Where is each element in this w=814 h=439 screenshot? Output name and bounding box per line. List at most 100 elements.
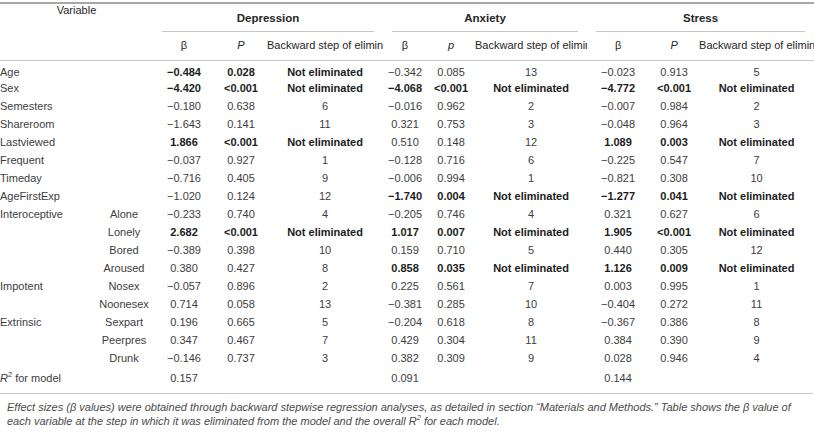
cell-dep-step: 2 [267, 277, 383, 295]
anxiety-step-header: Backward step of elimination [475, 32, 587, 61]
cell-str-p: 0.041 [649, 187, 699, 205]
footnote-text-1: Effect sizes (β values) were obtained th… [7, 401, 791, 427]
cell-anx-beta: −0.205 [383, 205, 427, 223]
cell-anx-step: Not eliminated [475, 187, 587, 205]
cell-dep-step: 1 [267, 151, 383, 169]
cell-str-step: Not eliminated [699, 79, 814, 97]
cell-str-step: 3 [699, 115, 814, 133]
cell-dep-step: 4 [267, 205, 383, 223]
empty-cell [699, 367, 814, 385]
cell-str-p: 0.308 [649, 169, 699, 187]
cell-anx-beta: 0.225 [383, 277, 427, 295]
cell-dep-p: 0.141 [215, 115, 267, 133]
cell-anx-step: Not eliminated [475, 259, 587, 277]
row-sublabel: Drunk [95, 349, 153, 367]
anxiety-group-label: Anxiety [392, 4, 578, 32]
cell-str-beta: 0.384 [587, 331, 649, 349]
r2-section: R2 for model 0.157 0.091 0.144 [0, 367, 814, 385]
row-sublabel [95, 133, 153, 151]
cell-str-p: 0.964 [649, 115, 699, 133]
table-row: Timeday−0.7160.4059−0.0060.9941−0.8210.3… [0, 169, 814, 187]
cell-str-p: 0.009 [649, 259, 699, 277]
cell-dep-p: 0.740 [215, 205, 267, 223]
cell-dep-beta: −0.180 [153, 97, 215, 115]
cell-str-p: <0.001 [649, 79, 699, 97]
cell-anx-p: 0.148 [427, 133, 475, 151]
cell-dep-p: <0.001 [215, 79, 267, 97]
cell-dep-beta: −0.037 [153, 151, 215, 169]
cell-dep-step: 11 [267, 115, 383, 133]
cell-dep-step: Not eliminated [267, 223, 383, 241]
cell-dep-beta: −0.389 [153, 241, 215, 259]
anxiety-beta-header: β [383, 32, 427, 61]
table-row: Lastviewed1.866<0.001Not eliminated0.510… [0, 133, 814, 151]
table-row: ImpotentNosex−0.0570.89620.2250.56170.00… [0, 277, 814, 295]
row-label [0, 295, 95, 313]
paper-table-page: Variable Depression Anxiety Stress β P B… [0, 0, 814, 439]
cell-str-beta: 0.321 [587, 205, 649, 223]
cell-dep-p: 0.124 [215, 187, 267, 205]
cell-dep-beta: −1.643 [153, 115, 215, 133]
cell-str-p: <0.001 [649, 223, 699, 241]
cell-anx-step: Not eliminated [475, 79, 587, 97]
cell-str-p: 0.003 [649, 133, 699, 151]
cell-str-beta: −0.225 [587, 151, 649, 169]
cell-anx-step: 3 [475, 115, 587, 133]
cell-dep-p: 0.896 [215, 277, 267, 295]
cell-dep-p: <0.001 [215, 223, 267, 241]
cell-anx-step: 13 [475, 61, 587, 79]
cell-dep-p: 0.467 [215, 331, 267, 349]
r2-anxiety-value: 0.091 [383, 367, 427, 385]
cell-dep-beta: −0.146 [153, 349, 215, 367]
cell-anx-p: 0.962 [427, 97, 475, 115]
cell-str-p: 0.995 [649, 277, 699, 295]
cell-str-beta: −0.007 [587, 97, 649, 115]
cell-dep-step: Not eliminated [267, 61, 383, 79]
row-label [0, 259, 95, 277]
cell-anx-p: 0.035 [427, 259, 475, 277]
cell-anx-beta: −0.006 [383, 169, 427, 187]
cell-dep-p: 0.427 [215, 259, 267, 277]
table-row: Shareroom−1.6430.141110.3210.7533−0.0480… [0, 115, 814, 133]
stress-group-label: Stress [596, 4, 805, 32]
cell-anx-p: 0.753 [427, 115, 475, 133]
cell-str-step: 10 [699, 169, 814, 187]
r2-row: R2 for model 0.157 0.091 0.144 [0, 367, 814, 385]
cell-anx-step: 11 [475, 331, 587, 349]
cell-str-beta: 1.126 [587, 259, 649, 277]
cell-dep-step: Not eliminated [267, 79, 383, 97]
cell-anx-step: 4 [475, 205, 587, 223]
cell-str-beta: −0.367 [587, 313, 649, 331]
cell-str-beta: −0.048 [587, 115, 649, 133]
table-row: Lonely2.682<0.001Not eliminated1.0170.00… [0, 223, 814, 241]
depression-group-header: Depression [153, 3, 383, 32]
cell-str-beta: 0.003 [587, 277, 649, 295]
cell-dep-step: 9 [267, 169, 383, 187]
cell-str-p: 0.627 [649, 205, 699, 223]
cell-dep-step: 6 [267, 97, 383, 115]
row-label: Sex [0, 79, 95, 97]
cell-dep-p: 0.927 [215, 151, 267, 169]
cell-str-step: 1 [699, 277, 814, 295]
cell-str-step: Not eliminated [699, 223, 814, 241]
table-row: Bored−0.3890.398100.1590.71050.4400.3051… [0, 241, 814, 259]
depression-p-header: P [215, 32, 267, 61]
cell-str-step: 11 [699, 295, 814, 313]
empty-cell [215, 367, 267, 385]
cell-anx-beta: 0.429 [383, 331, 427, 349]
row-label: Shareroom [0, 115, 95, 133]
cell-anx-beta: −0.342 [383, 61, 427, 79]
cell-dep-step: 13 [267, 295, 383, 313]
cell-anx-step: 1 [475, 169, 587, 187]
cell-anx-beta: 0.382 [383, 349, 427, 367]
cell-str-step: 2 [699, 97, 814, 115]
table-row: ExtrinsicSexpart0.1960.6655−0.2040.6188−… [0, 313, 814, 331]
table-body: Age−0.4840.028Not eliminated−0.3420.0851… [0, 61, 814, 367]
cell-str-step: 9 [699, 331, 814, 349]
cell-anx-step: 12 [475, 133, 587, 151]
table-row: Noonesex0.7140.05813−0.3810.28510−0.4040… [0, 295, 814, 313]
row-sublabel [95, 169, 153, 187]
table-footnote: Effect sizes (β values) were obtained th… [0, 393, 813, 428]
cell-dep-beta: 1.866 [153, 133, 215, 151]
cell-anx-step: 2 [475, 97, 587, 115]
